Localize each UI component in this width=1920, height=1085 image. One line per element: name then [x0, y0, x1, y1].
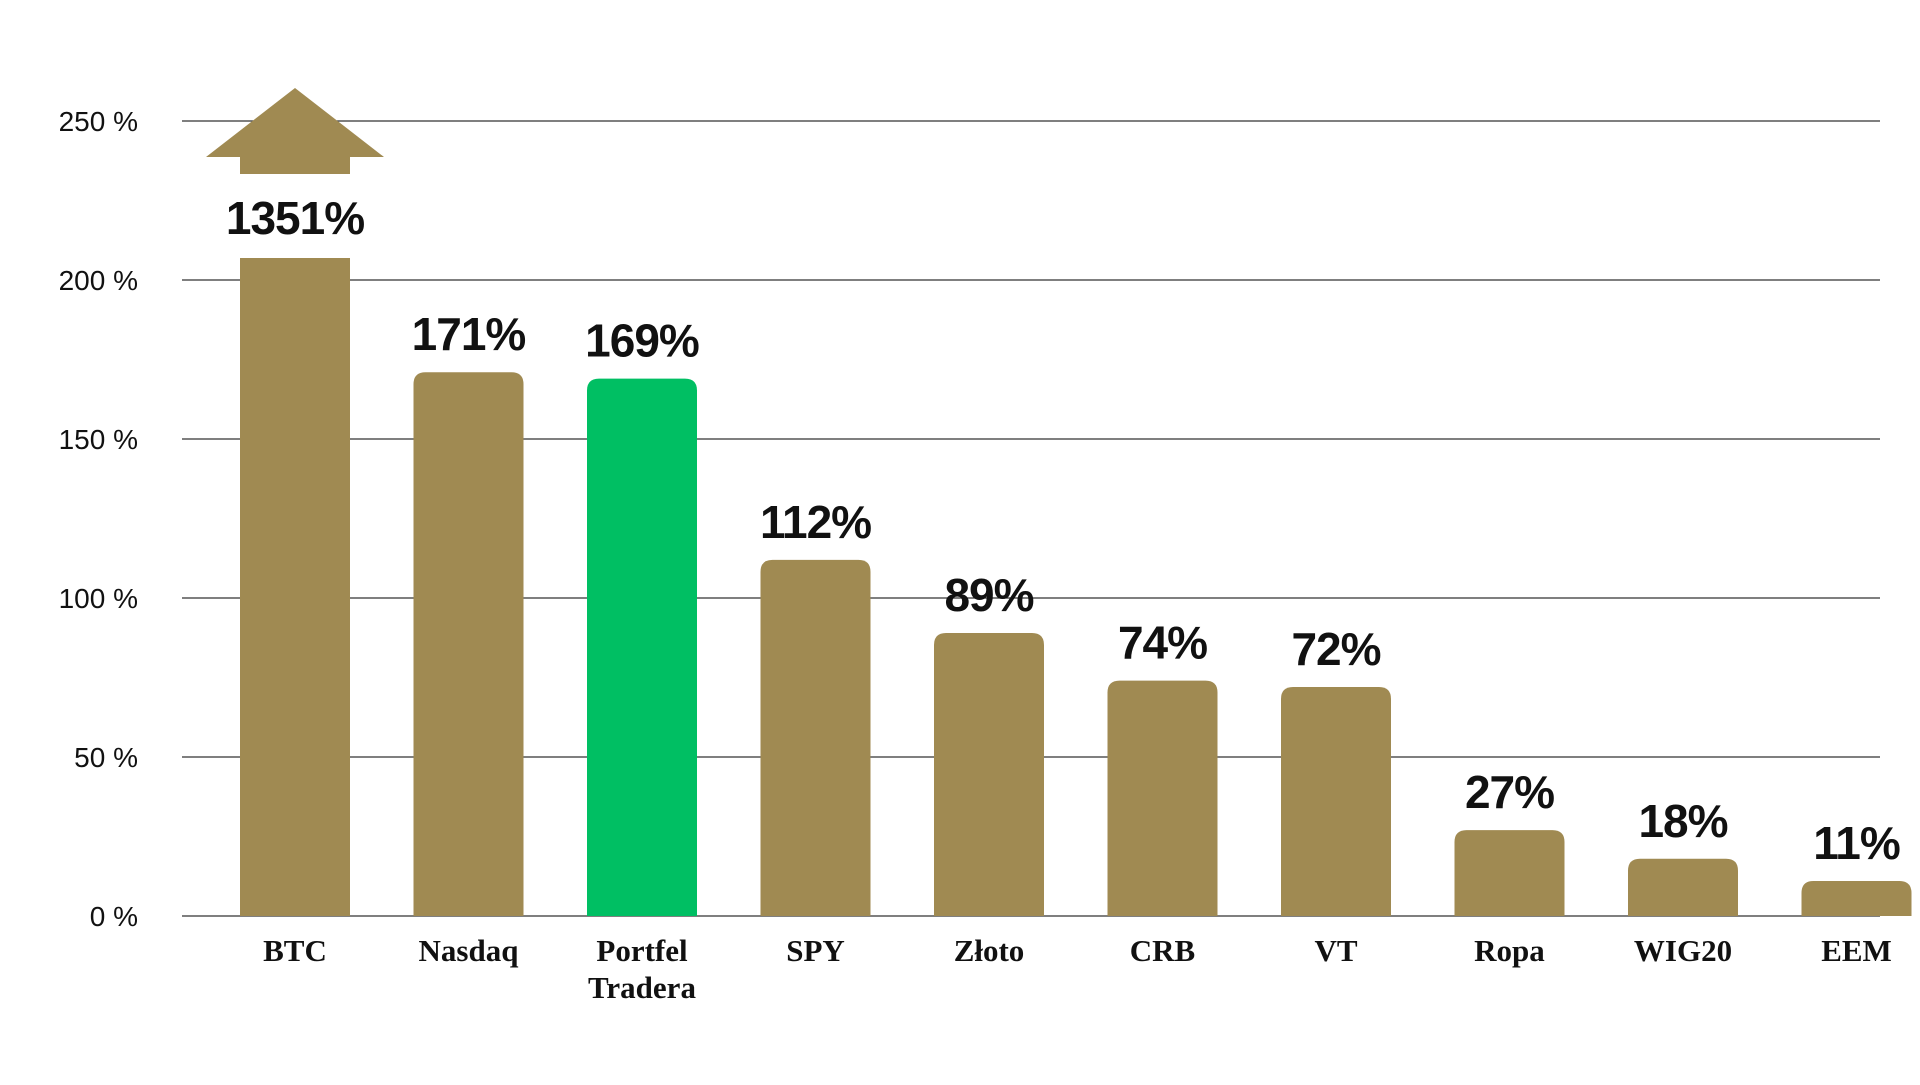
- value-label-8: 18%: [1638, 795, 1727, 847]
- value-label-0: 1351%: [226, 192, 364, 244]
- value-label-6: 72%: [1291, 623, 1380, 675]
- y-axis-ticks: 0 % 50 % 100 % 150 % 200 % 250 %: [59, 106, 138, 932]
- bar-2: [587, 378, 697, 917]
- category-label-9: EEM: [1821, 933, 1892, 968]
- category-label-4: Złoto: [954, 933, 1025, 968]
- bar-5: [1107, 680, 1218, 916]
- y-tick-label: 100 %: [59, 583, 138, 614]
- bar-0: [240, 258, 350, 916]
- bar-7: [1454, 830, 1565, 916]
- bar-9: [1801, 881, 1912, 916]
- value-label-3: 112%: [760, 496, 871, 548]
- bar-8: [1628, 858, 1738, 916]
- bar-3: [760, 559, 871, 916]
- y-tick-label: 50 %: [74, 742, 138, 773]
- value-label-4: 89%: [944, 569, 1033, 621]
- y-tick-label: 250 %: [59, 106, 138, 137]
- value-label-9: 11%: [1813, 817, 1900, 869]
- value-label-2: 169%: [585, 315, 699, 367]
- category-label-3: SPY: [786, 933, 845, 968]
- category-label-8: WIG20: [1634, 933, 1732, 968]
- value-label-7: 27%: [1465, 766, 1554, 818]
- category-label-1: Nasdaq: [419, 933, 519, 968]
- value-label-5: 74%: [1118, 617, 1207, 669]
- category-label-2: Tradera: [588, 970, 696, 1005]
- bars: [206, 88, 1912, 917]
- value-labels: 1351% 171% 169% 112% 89% 74% 72% 27% 18% 11%: [226, 192, 1901, 869]
- bar-6: [1281, 687, 1391, 916]
- category-label-0: BTC: [263, 933, 327, 968]
- y-tick-label: 200 %: [59, 265, 138, 296]
- y-tick-label: 0 %: [90, 901, 138, 932]
- category-label-5: CRB: [1130, 933, 1195, 968]
- overflow-arrow-icon: [206, 88, 384, 174]
- value-label-1: 171%: [412, 308, 526, 360]
- category-label-7: Ropa: [1474, 933, 1545, 968]
- y-tick-label: 150 %: [59, 424, 138, 455]
- category-label-6: VT: [1314, 933, 1357, 968]
- category-label-2: Portfel: [596, 933, 688, 968]
- bar-4: [934, 632, 1044, 916]
- bar-1: [413, 372, 524, 917]
